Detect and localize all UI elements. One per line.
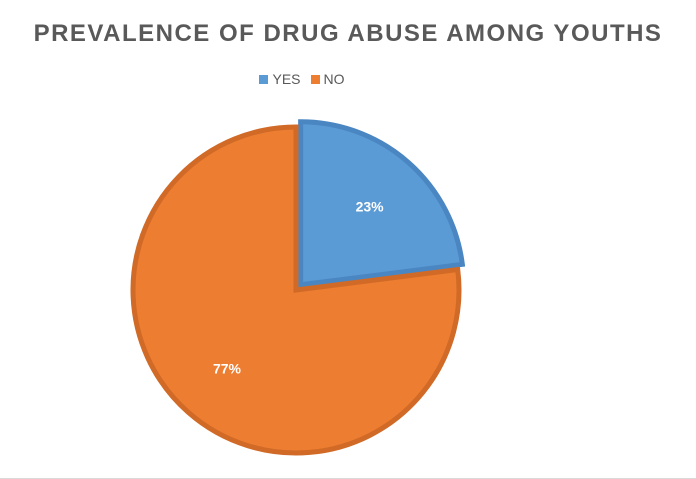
chart-title: PREVALENCE OF DRUG ABUSE AMONG YOUTHS [33, 20, 663, 47]
legend: YES NO [0, 71, 604, 87]
data-label-no: 77% [213, 360, 242, 376]
pie-slice-no [130, 124, 462, 456]
pie-slice-yes [298, 119, 466, 288]
data-label-yes: 23% [356, 198, 385, 214]
legend-item-yes: YES [259, 71, 301, 87]
legend-swatch-yes [259, 74, 269, 84]
legend-label-yes: YES [272, 71, 301, 87]
legend-label-no: NO [323, 71, 345, 87]
legend-item-no: NO [310, 71, 345, 87]
legend-swatch-no [310, 74, 320, 84]
